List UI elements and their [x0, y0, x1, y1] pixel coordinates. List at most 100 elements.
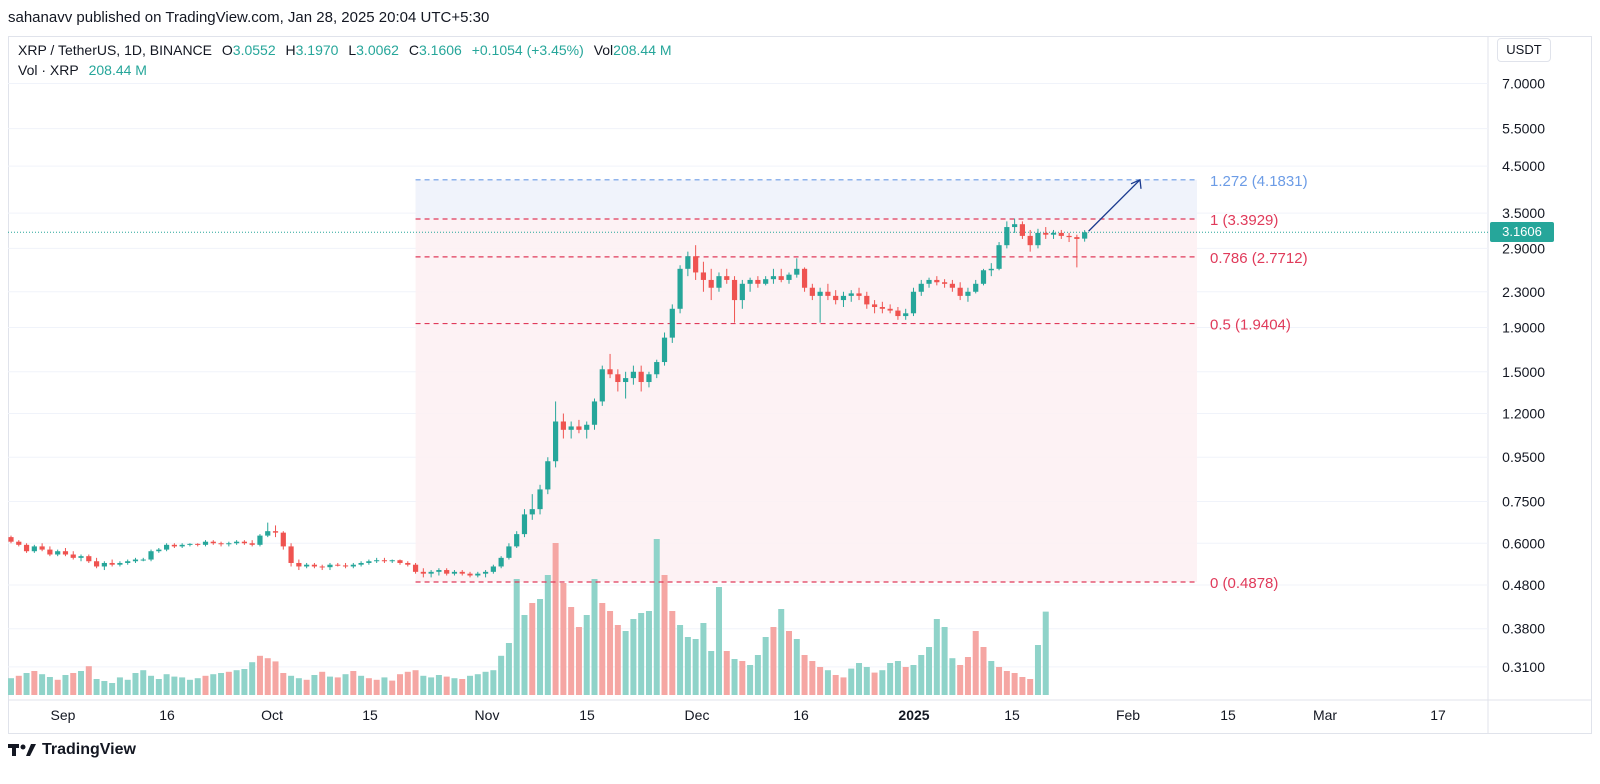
tradingview-brand-text: TradingView [42, 741, 136, 758]
volume-bar [93, 679, 100, 695]
tradingview-logo[interactable]: TradingView [8, 741, 136, 759]
volume-legend: Vol · XRP 208.44 M [18, 62, 153, 78]
candle-body [801, 268, 808, 288]
candle-body [272, 531, 279, 533]
candle-body [973, 283, 979, 292]
fib-level-label: 1.272 (4.1831) [1210, 173, 1308, 190]
candle-body [599, 369, 605, 402]
candle-body [187, 543, 193, 545]
volume-bar [513, 579, 520, 695]
publisher-bar: sahanavv published on TradingView.com, J… [0, 0, 1600, 36]
candle-body [444, 570, 450, 574]
candle-body [342, 565, 349, 567]
candle-body [125, 561, 131, 563]
candle-body [265, 531, 271, 536]
volume-indicator-label[interactable]: Vol · XRP [18, 62, 79, 78]
candle-body [39, 546, 45, 550]
candle-body [16, 541, 22, 545]
volume-bar [295, 678, 302, 695]
candle-body [623, 378, 629, 383]
candle-body [980, 270, 987, 284]
volume-bar [373, 679, 380, 695]
symbol-title[interactable]: XRP / TetherUS, 1D, BINANCE [18, 42, 212, 58]
y-tick-label: 0.7500 [1502, 493, 1545, 509]
volume-bar [163, 674, 170, 695]
candle-body [786, 274, 792, 280]
candle-body [910, 291, 917, 314]
volume-bar [537, 599, 544, 695]
candle-body [148, 551, 154, 560]
candle-body [132, 559, 139, 562]
volume-bar [871, 672, 878, 695]
candle-body [848, 293, 854, 296]
volume-bar [85, 666, 92, 695]
candle-body [965, 291, 971, 296]
open-label: O3.0552 [221, 42, 276, 58]
candle-body [693, 256, 699, 273]
volume-bar [708, 651, 715, 695]
volume-bar [505, 643, 512, 695]
candle-body [1074, 237, 1080, 239]
candle-body [202, 541, 209, 545]
candle-body [70, 554, 76, 558]
candle-body [109, 562, 115, 565]
volume-bar [941, 627, 948, 695]
candle-body [8, 537, 14, 542]
candle-body [529, 509, 535, 515]
x-tick-label: Mar [1313, 707, 1337, 723]
close-value: 3.1606 [418, 42, 462, 58]
candle-body [1027, 235, 1033, 246]
volume-bar [529, 603, 536, 695]
volume-bar [15, 675, 22, 695]
volume-bar [490, 670, 497, 695]
volume-bar [280, 673, 287, 695]
candle-body [397, 560, 403, 563]
volume-bar [39, 674, 46, 695]
volume-bar [225, 671, 232, 695]
volume-bar [303, 679, 310, 695]
candle-body [708, 279, 714, 288]
candle-body [195, 543, 201, 545]
candle-body [996, 245, 1002, 269]
volume-bar [350, 671, 357, 695]
candle-body [553, 421, 559, 462]
candle-body [817, 291, 823, 296]
volume-bar [739, 661, 746, 695]
candle-body [591, 401, 598, 425]
candle-body [926, 279, 932, 284]
candle-body [31, 546, 37, 552]
volume-bar [404, 671, 411, 695]
currency-button[interactable]: USDT [1497, 38, 1551, 62]
volume-bar [319, 671, 326, 695]
y-tick-label: 1.9000 [1502, 320, 1545, 336]
volume-bar [397, 674, 403, 695]
chart-frame[interactable] [8, 36, 1592, 734]
candle-body [957, 287, 963, 296]
candle-body [467, 573, 473, 576]
candle-body [638, 371, 644, 383]
candle-body [210, 541, 216, 544]
volume-bar [677, 625, 684, 695]
volume-bar [599, 603, 606, 695]
volume-bar [474, 674, 481, 695]
candle-body [327, 564, 333, 568]
volume-bar [957, 665, 964, 695]
volume-bar [420, 675, 427, 695]
volume-bar [661, 575, 668, 695]
volume-bar [31, 671, 38, 695]
volume-bar [840, 677, 847, 695]
volume-bar [692, 639, 699, 695]
tradingview-logo-icon [8, 744, 36, 756]
candle-body [949, 283, 955, 288]
volume-bar [848, 668, 855, 695]
candle-body [545, 461, 551, 490]
candle-body [1004, 227, 1010, 246]
volume-bar [669, 611, 676, 695]
fib-level-label: 0.5 (1.9404) [1210, 317, 1291, 334]
candle-body [101, 562, 107, 567]
candle-body [646, 374, 652, 383]
projection-arrow [1088, 179, 1141, 232]
volume-bar [964, 657, 971, 695]
candle-body [335, 564, 341, 566]
